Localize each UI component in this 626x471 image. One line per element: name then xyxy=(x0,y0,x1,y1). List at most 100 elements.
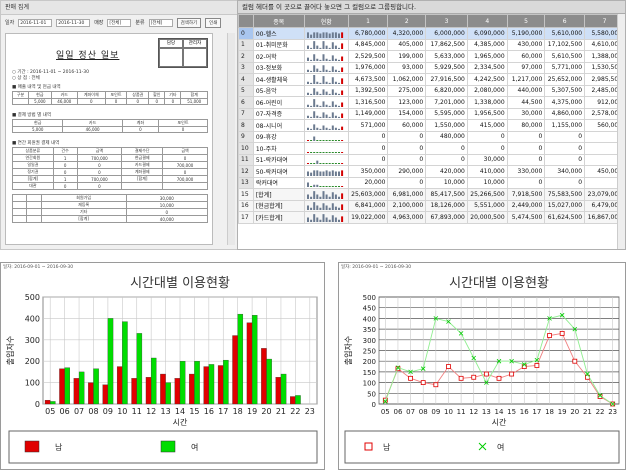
sparkline-bar xyxy=(340,56,343,61)
x-tick-label: 22 xyxy=(596,408,605,416)
report-scrollbar[interactable] xyxy=(227,33,235,245)
grid-column-header[interactable]: 2 xyxy=(387,14,427,28)
membership-cell: 0 xyxy=(76,161,123,169)
grid-column-header[interactable]: 1 xyxy=(347,14,389,28)
sparkline-bar xyxy=(331,151,334,153)
sparkline-cell xyxy=(303,73,349,86)
sparkline-cell xyxy=(303,84,349,97)
grid-cell: 0 xyxy=(466,142,508,155)
data-marker xyxy=(509,358,514,364)
sparkline-bar xyxy=(331,125,334,130)
grid-column-header[interactable]: 7 xyxy=(584,14,625,28)
grid-row[interactable]: 3 03-정보화 1,976,000 93,000 5,929,500 2,334,500… xyxy=(238,61,625,74)
data-marker xyxy=(559,330,565,336)
grid-cell: 1,217,000 xyxy=(506,73,546,86)
bar xyxy=(151,357,157,405)
sparkline-bar xyxy=(322,203,325,211)
store-select[interactable]: [전체] xyxy=(107,19,132,27)
sparkline-bar xyxy=(309,34,312,38)
grid-row[interactable]: 17 [카드합계] 19,022,000 4,963,000 67,893,000 20,… xyxy=(238,211,625,224)
x-tick-label: 19 xyxy=(247,407,257,416)
grid-row[interactable]: 0 00-헬스 6,780,000 4,320,000 6,000,000 6,090,0… xyxy=(238,27,625,40)
grid-row[interactable]: 1 01-취미문화 4,845,000 405,000 17,862,500 4,385,… xyxy=(238,38,625,51)
sparkline-bar xyxy=(322,163,325,165)
sparkline-bar xyxy=(312,213,315,222)
report-title: 일일 정산 일보 xyxy=(56,51,120,61)
sparkline-bar xyxy=(306,104,309,107)
search-button[interactable]: 검색하기 xyxy=(176,18,202,28)
membership-cell: [합계] xyxy=(12,175,54,183)
sales-header-cell: 합계 xyxy=(180,91,208,99)
print-button[interactable]: 인쇄 xyxy=(205,18,222,28)
grid-scrollbar[interactable] xyxy=(617,14,625,249)
bar xyxy=(246,322,253,405)
item-name: 06-어린이 xyxy=(252,96,305,109)
sparkline-bar xyxy=(328,94,331,96)
sales-cell: 5,000 xyxy=(28,98,52,105)
data-marker xyxy=(610,401,615,407)
grid-column-header[interactable] xyxy=(238,14,254,28)
grid-row[interactable]: 2 02-어학 2,529,500 199,000 5,633,000 1,965,000… xyxy=(238,50,625,63)
grid-row[interactable]: 12 50-락커대여 350,000 290,000 420,000 410,000 330… xyxy=(238,165,625,178)
sparkline-bar xyxy=(306,182,309,188)
category-select[interactable]: [전체] xyxy=(148,19,173,27)
grid-cell: 1,149,000 xyxy=(347,107,389,120)
group-hint[interactable]: 컬럼 헤더를 이 곳으로 끌어다 놓으면 그 컬럼으로 그룹핑합니다. xyxy=(238,1,625,14)
grid-column-header[interactable]: 6 xyxy=(544,14,586,28)
date-to-field[interactable]: 2016-11-30 xyxy=(56,19,91,27)
sparkline-bar xyxy=(328,140,331,142)
store-label: 매장 xyxy=(94,20,104,26)
sparkline-bar xyxy=(325,104,328,107)
sparkline-bar xyxy=(331,170,334,176)
x-tick-label: 12 xyxy=(469,408,478,416)
x-axis-label: 시간 xyxy=(173,417,188,427)
grid-cell: 1,392,500 xyxy=(347,84,389,97)
data-marker xyxy=(420,380,426,385)
sparkline-bar xyxy=(331,112,334,119)
item-name: 10-주차 xyxy=(252,142,305,155)
sparkline-bar xyxy=(331,55,334,61)
sparkline-bar xyxy=(306,163,309,165)
grid-cell: 290,000 xyxy=(387,165,427,178)
grid-row[interactable]: 7 07-자격증 1,149,000 154,000 5,595,000 1,956,50… xyxy=(238,107,625,120)
sparkline-bar xyxy=(328,48,331,50)
sparkline-bar xyxy=(334,116,337,119)
sparkline-bar xyxy=(312,74,315,84)
grid-cell: 1,976,000 xyxy=(347,61,389,74)
item-name: 08-시니어 xyxy=(252,119,305,132)
grid-row[interactable]: 16 [현금합계] 6,841,000 2,100,000 18,126,000 5,55… xyxy=(238,199,625,212)
grid-cell: 0 xyxy=(506,176,546,189)
data-marker xyxy=(496,358,502,364)
sparkline-bar xyxy=(316,68,319,73)
grid-cell: 450,000 xyxy=(584,165,625,178)
bar xyxy=(275,377,282,405)
date-from-field[interactable]: 2016-11-01 xyxy=(18,19,53,27)
sparkline-bar xyxy=(322,140,325,142)
grid-column-header[interactable]: 3 xyxy=(425,14,468,28)
grid-column-header[interactable]: 5 xyxy=(506,14,546,28)
data-marker xyxy=(383,399,388,404)
sparkline-bar xyxy=(322,112,325,119)
grid-row[interactable]: 15 [합계] 25,603,000 6,981,000 85,417,500 25,26… xyxy=(238,188,625,201)
grid-cell: 0 xyxy=(347,130,389,143)
y-tick-label: 50 xyxy=(367,390,376,398)
sales-cell: 0 xyxy=(77,98,106,105)
y-tick-label: 200 xyxy=(363,358,376,366)
sparkline-bar xyxy=(340,170,343,176)
grid-row[interactable]: 6 06-어린이 1,316,500 123,000 7,201,000 1,338,00… xyxy=(238,96,625,109)
grid-row[interactable]: 5 05-음악 1,392,500 275,000 6,820,000 2,080,000… xyxy=(238,84,625,97)
grid-cell: 6,090,000 xyxy=(466,27,508,40)
sparkline-bar xyxy=(334,217,337,222)
sparkline-bar xyxy=(306,217,309,222)
grid-row[interactable]: 4 04-생활체육 4,673,500 1,062,000 27,916,500 4,24… xyxy=(238,73,625,86)
grid-row[interactable]: 8 08-시니어 571,000 60,000 1,550,000 415,000 80,0… xyxy=(238,119,625,132)
grid-cell: 60,000 xyxy=(387,119,427,132)
grid-column-header[interactable]: 종목 xyxy=(252,14,305,28)
sparkline-bar xyxy=(322,65,325,73)
grid-column-header[interactable]: 4 xyxy=(466,14,508,28)
grid-column-header[interactable]: 현황 xyxy=(303,14,349,28)
